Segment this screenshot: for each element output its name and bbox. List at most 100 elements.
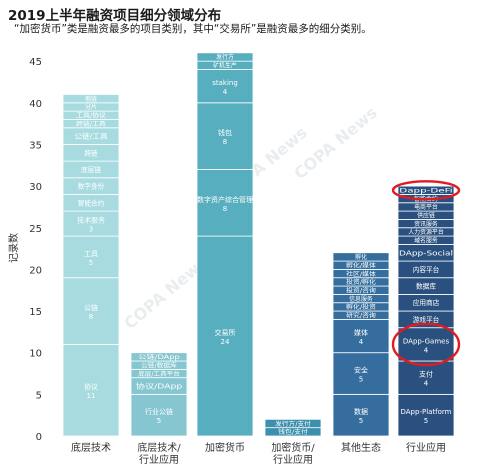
- segment-label: 跨链: [84, 148, 97, 157]
- segment-label: 分片: [85, 103, 97, 111]
- x-tick-label: 行业应用: [139, 453, 179, 466]
- segment-label: 安全: [354, 366, 368, 375]
- segment-label: 协议/DApp: [136, 382, 183, 391]
- segment-label: 工具/协议: [76, 112, 107, 120]
- x-tick-label: 加密货币/: [271, 441, 315, 454]
- segment-label: 孵化/媒体: [346, 261, 377, 269]
- bar-segment: [332, 393, 390, 437]
- segment-label: 社区/媒体: [346, 270, 377, 278]
- bar-segment: [397, 360, 455, 395]
- segment-label: 智能合约: [78, 198, 105, 207]
- bar-segment: [397, 393, 455, 437]
- bar-segment: [196, 52, 254, 62]
- segment-value: 3: [89, 226, 93, 234]
- bar-segment: [196, 102, 254, 170]
- segment-value: 5: [359, 376, 363, 384]
- segment-label: 矿机生产: [213, 62, 237, 70]
- segment-label: 孵化/投资: [346, 303, 376, 311]
- segment-label: 钱包/支付: [278, 428, 308, 436]
- segment-label: DApp-Platform: [401, 408, 452, 416]
- segment-label: 协议: [84, 382, 98, 391]
- segment-value: 5: [359, 417, 363, 425]
- segment-label: 孵化: [355, 253, 367, 261]
- segment-label: DApp-Social: [399, 249, 453, 257]
- highlight-ellipse: [391, 322, 461, 367]
- chart-subtitle: “加密货币”类是融资最多的项目类别，其中“交易所”是融资最多的细分类别。: [14, 23, 372, 35]
- y-tick-label: 5: [36, 390, 42, 401]
- y-tick-label: 30: [29, 182, 42, 193]
- segment-label: DApp-Games: [403, 337, 450, 345]
- segment-value: 4: [424, 380, 429, 388]
- segment-label: 媒体: [354, 328, 368, 337]
- y-tick-label: 0: [36, 432, 42, 443]
- segment-label: 数字资产综合管理: [197, 195, 253, 204]
- segment-label: 域名服务: [414, 236, 438, 244]
- segment-label: 应用商店: [413, 298, 440, 307]
- segment-value: 5: [89, 259, 93, 267]
- segment-value: 11: [87, 392, 96, 400]
- segment-label: 电商平台: [414, 203, 438, 211]
- segment-label: 侧链: [85, 95, 98, 103]
- bar-segment: [196, 169, 254, 237]
- segment-label: 公链: [84, 303, 98, 312]
- y-tick-label: 10: [29, 349, 42, 360]
- bar-segment: [397, 185, 455, 195]
- segment-label: 底层链: [81, 165, 101, 174]
- segment-label: 公链/工具: [74, 132, 107, 141]
- bar-segment: [130, 393, 188, 437]
- segment-label: 技术服务: [77, 216, 105, 225]
- bar-segment: [264, 418, 322, 429]
- segment-label: 研究/咨询: [346, 311, 376, 319]
- segment-label: 游戏平台: [413, 315, 440, 324]
- segment-value: 8: [223, 205, 227, 213]
- bar-segment: [332, 352, 390, 395]
- segment-value: 8: [89, 313, 93, 321]
- segment-label: 数据: [354, 407, 368, 416]
- segment-label: 资讯服务: [414, 220, 438, 228]
- segment-label: 投资/孵化: [346, 278, 376, 286]
- bars-layer: 协议11公链8工具5技术服务3智能合约数字身份底层链跨链公链/工具跨链/工具工具…: [62, 52, 455, 437]
- bar-segment: [196, 69, 254, 104]
- segment-label: 发行方/支付: [275, 420, 311, 428]
- bar-segment: [397, 327, 455, 362]
- segment-label: staking: [212, 79, 238, 87]
- bar-segment: [62, 210, 120, 237]
- y-tick-label: 40: [29, 99, 42, 110]
- y-tick-label: 20: [29, 265, 42, 276]
- segment-value: 8: [223, 138, 227, 146]
- highlight-ellipse: [391, 180, 461, 201]
- bar-segment: [332, 252, 390, 262]
- segment-label: 投资/咨询: [346, 286, 376, 294]
- segment-label: Dapp-DeFi: [399, 188, 453, 195]
- bar-segment: [196, 235, 254, 437]
- x-tick-label: 加密货币: [205, 441, 245, 454]
- segment-label: 工具: [84, 250, 98, 258]
- segment-label: 数字身份: [78, 182, 105, 191]
- x-tick-label: 行业应用: [273, 453, 313, 466]
- segment-label: 信息服务: [349, 295, 373, 303]
- x-tick-label: 其他生态: [341, 441, 381, 454]
- segment-label: 公链/数据库: [141, 361, 177, 369]
- y-tick-label: 35: [29, 140, 42, 151]
- bar-group: 数据5安全5媒体4研究/咨询孵化/投资信息服务投资/咨询投资/孵化社区/媒体孵化…: [332, 252, 390, 437]
- bar-segment: [62, 277, 120, 345]
- segment-value: 4: [223, 88, 228, 96]
- segment-label: 底层/工具平台: [138, 370, 180, 378]
- segment-label: 钱包: [218, 128, 232, 137]
- x-tick-label: 行业应用: [406, 441, 446, 454]
- bar-segment: [62, 343, 120, 437]
- bar-segment: [62, 235, 120, 279]
- y-axis: 0 5 10 15 20 25 30 35 40 45 记录数: [7, 57, 42, 443]
- segment-value: 5: [424, 417, 428, 425]
- segment-value: 4: [359, 338, 364, 346]
- segment-label: 数据库: [416, 282, 436, 291]
- bar-segment: [62, 94, 120, 104]
- segment-value: 5: [157, 417, 161, 425]
- segment-label: 公链/DApp: [138, 353, 180, 361]
